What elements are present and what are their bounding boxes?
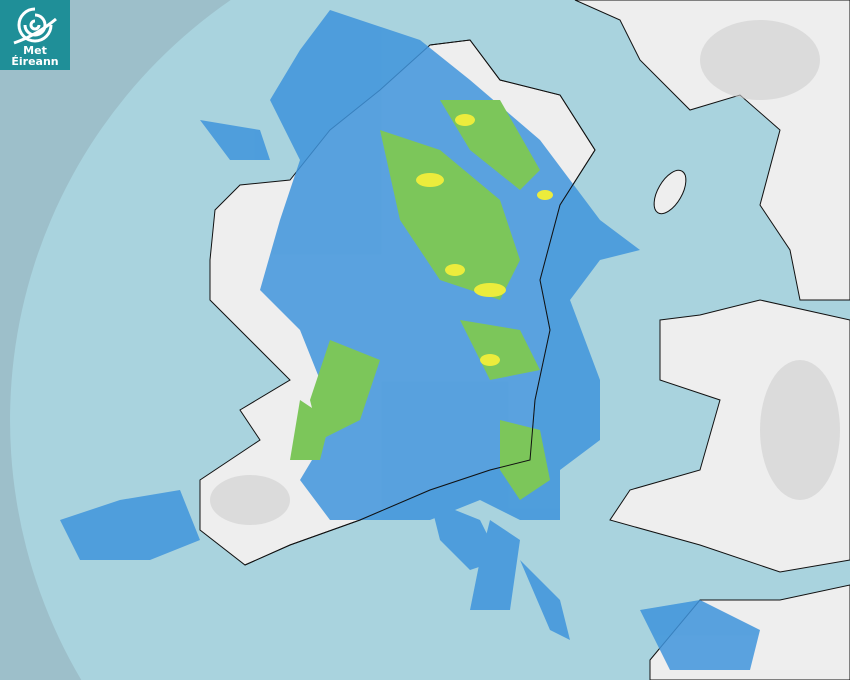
rain-heavy bbox=[416, 114, 553, 366]
logo-text-eireann: Éireann bbox=[11, 55, 59, 68]
met-eireann-logo: Met Éireann bbox=[0, 0, 70, 70]
ireland-coastline bbox=[244, 39, 596, 566]
relief-shading bbox=[210, 20, 840, 525]
isle-of-man bbox=[653, 169, 687, 215]
swirl-icon bbox=[13, 7, 57, 45]
logo-text-met: Met bbox=[23, 44, 47, 57]
